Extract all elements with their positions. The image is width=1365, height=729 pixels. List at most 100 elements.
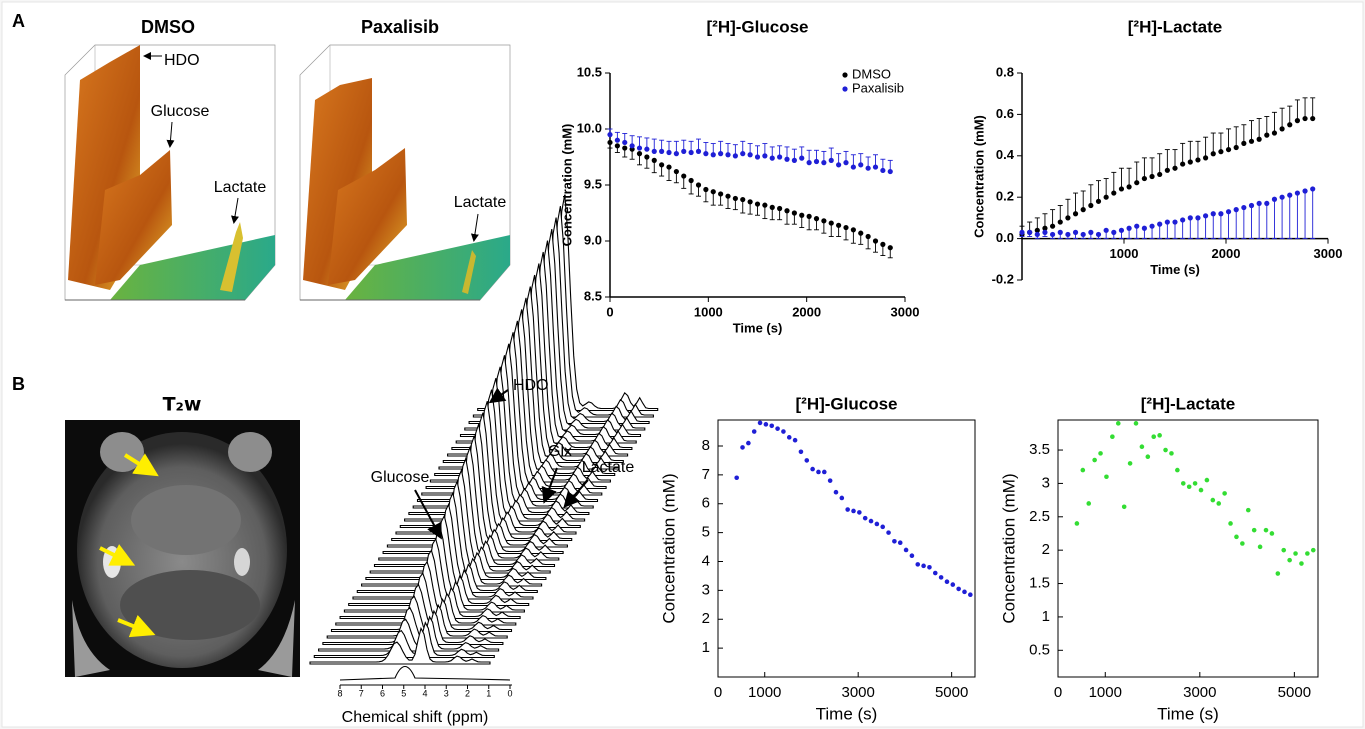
spectrum-trace	[343, 548, 525, 613]
error-bar	[1096, 180, 1101, 202]
error-bar	[1141, 157, 1147, 179]
peak-label: Lactate	[582, 459, 635, 476]
error-bar	[1057, 205, 1063, 223]
y-tick-label: 2.5	[1029, 508, 1050, 525]
x-tick-label: 6	[380, 688, 385, 698]
point	[1195, 215, 1201, 221]
point	[1103, 194, 1109, 200]
error-bar	[1271, 111, 1277, 134]
point	[903, 547, 909, 553]
x-axis-label: Time (s)	[1150, 262, 1200, 277]
point	[1080, 467, 1086, 473]
spectrum-title: Paxalisib	[361, 17, 439, 37]
spectrum-trace	[318, 615, 500, 652]
point	[673, 151, 679, 157]
point	[1310, 547, 1316, 553]
point	[1065, 215, 1071, 221]
error-bar	[1294, 193, 1300, 240]
point	[1103, 227, 1109, 233]
point	[746, 440, 751, 446]
spectrum-trace	[348, 537, 530, 607]
point	[1256, 200, 1262, 207]
point	[822, 469, 827, 475]
spectrum-trace	[386, 435, 568, 548]
y-tick-label: -0.2	[992, 271, 1014, 286]
point	[1257, 544, 1263, 550]
point	[1019, 229, 1025, 235]
point	[1251, 527, 1257, 533]
point	[769, 155, 775, 161]
error-bar	[1279, 107, 1285, 129]
point	[754, 201, 761, 207]
arrow	[414, 489, 442, 540]
spectrum-trace	[330, 583, 513, 633]
point	[1111, 190, 1117, 196]
point	[1287, 557, 1292, 563]
point	[1141, 225, 1147, 231]
y-tick-label: 8	[702, 437, 710, 454]
spectrum-trace	[408, 378, 590, 516]
point	[938, 575, 944, 580]
point	[614, 137, 620, 143]
point	[1198, 487, 1204, 493]
point	[804, 458, 810, 463]
error-bar	[1264, 203, 1270, 240]
point	[1163, 447, 1168, 453]
point	[636, 145, 643, 151]
point	[1072, 211, 1079, 217]
y-tick-label: 8.5	[584, 288, 602, 303]
point	[1074, 521, 1080, 526]
point	[1151, 434, 1157, 439]
y-axis-label: Concentration (mM)	[559, 124, 574, 247]
chart-title: [²H]-Glucose	[707, 17, 809, 36]
y-tick-label: 1	[1042, 608, 1050, 625]
point	[1149, 223, 1155, 229]
point	[681, 173, 687, 179]
point	[1225, 146, 1232, 153]
panel-label: B	[12, 374, 25, 394]
point	[1210, 151, 1216, 157]
point	[763, 422, 769, 427]
point	[1233, 207, 1239, 213]
point	[1204, 477, 1210, 483]
error-bar	[1149, 157, 1155, 177]
spectrum-trace	[309, 626, 491, 665]
error-bar	[1233, 126, 1239, 148]
point	[839, 495, 845, 501]
point	[880, 241, 886, 247]
point	[845, 507, 850, 512]
y-tick-label: 0.2	[996, 189, 1014, 204]
point	[784, 208, 790, 214]
point	[1218, 149, 1224, 155]
point	[968, 592, 973, 598]
point	[1088, 202, 1094, 209]
point	[703, 151, 709, 157]
x-axis-label: Time (s)	[733, 320, 783, 335]
peak-label: HDO	[513, 377, 549, 394]
point	[791, 210, 797, 216]
point	[1263, 527, 1269, 533]
y-tick-label: 4	[702, 552, 710, 569]
point	[786, 435, 792, 440]
point	[725, 152, 731, 158]
chart-title: [²H]-Lactate	[1128, 17, 1222, 36]
y-axis-label: Concentration (mM)	[659, 473, 678, 623]
point	[695, 148, 702, 154]
error-bar	[1164, 222, 1170, 240]
point	[1121, 504, 1127, 510]
point	[1216, 501, 1222, 506]
point	[1034, 227, 1040, 233]
peak-label: Glucose	[151, 103, 210, 120]
error-bar	[1256, 118, 1262, 140]
x-tick-label: 7	[359, 688, 364, 698]
point	[1118, 186, 1125, 192]
point	[1281, 547, 1287, 553]
point	[915, 562, 921, 567]
point	[1149, 173, 1155, 180]
point	[827, 478, 833, 483]
error-bar	[1111, 171, 1117, 194]
error-bar	[1241, 124, 1247, 144]
point	[792, 437, 798, 443]
point	[784, 156, 790, 162]
